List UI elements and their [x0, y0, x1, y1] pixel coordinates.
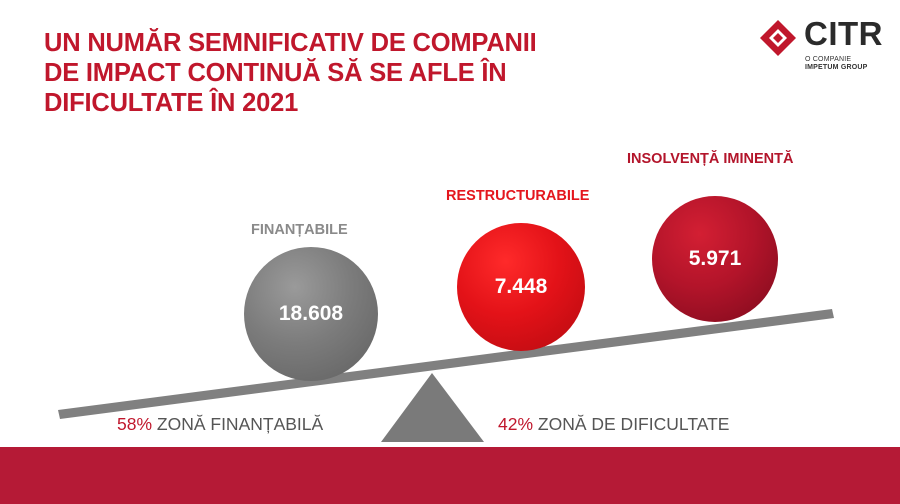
logo-group-name: IMPETUM GROUP: [805, 64, 868, 71]
footer-bar: [0, 447, 900, 504]
caption-zona-dificultate: 42% ZONĂ DE DIFICULTATE: [498, 414, 729, 435]
value-restructurabile: 7.448: [494, 275, 548, 298]
caption-left-percent: 58%: [117, 414, 153, 434]
caption-right-percent: 42%: [498, 414, 534, 434]
ball-finantabile: 18.608: [244, 247, 378, 381]
label-finantabile: FINANȚABILE: [251, 222, 348, 238]
caption-left-text: ZONĂ FINANȚABILĂ: [156, 414, 324, 434]
ball-restructurabile: 7.448: [457, 223, 585, 351]
page-title: UN NUMĂR SEMNIFICATIV DE COMPANII DE IMP…: [44, 28, 537, 118]
seesaw-fulcrum: [381, 373, 484, 442]
title-line-2: DE IMPACT CONTINUĂ SĂ SE AFLE ÎN: [44, 59, 507, 87]
logo-subtitle: O COMPANIE: [805, 56, 852, 63]
title-line-1: UN NUMĂR SEMNIFICATIV DE COMPANII: [44, 29, 537, 57]
citr-logo: CITR O COMPANIE IMPETUM GROUP: [758, 14, 888, 76]
value-insolventa-iminenta: 5.971: [688, 247, 742, 270]
label-insolventa-iminenta: INSOLVENȚĂ IMINENTĂ: [627, 151, 794, 167]
logo-name: CITR: [804, 15, 883, 52]
ball-insolventa-iminenta: 5.971: [652, 196, 778, 322]
diamond-logo-icon: [760, 20, 796, 56]
label-restructurabile: RESTRUCTURABILE: [446, 188, 590, 204]
title-line-3: DIFICULTATE ÎN 2021: [44, 89, 299, 117]
caption-right-text: ZONĂ DE DIFICULTATE: [537, 414, 730, 434]
value-finantabile: 18.608: [278, 302, 344, 325]
seesaw-beam: [58, 309, 834, 419]
caption-zona-finantabila: 58% ZONĂ FINANȚABILĂ: [117, 414, 323, 435]
